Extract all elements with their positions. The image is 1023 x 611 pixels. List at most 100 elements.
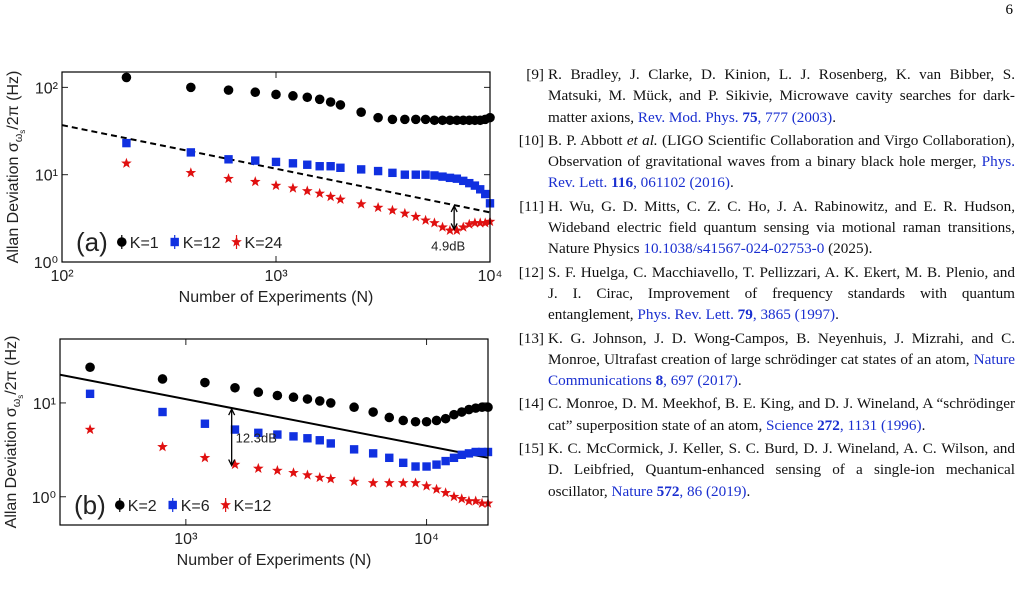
reference-link[interactable]: , 061102 (2016) [633, 174, 730, 192]
marker [437, 115, 448, 126]
reference-link[interactable]: Nature [611, 482, 657, 500]
reference: [13] K. G. Johnson, J. D. Wong-Campos, B.… [512, 328, 1015, 392]
reference-link[interactable]: Phys. Rev. Lett. [548, 153, 1015, 192]
marker [349, 402, 359, 413]
marker [335, 100, 346, 110]
marker [303, 160, 312, 169]
reference-text: (2025). [824, 240, 873, 258]
reference-link[interactable]: 8 [655, 372, 664, 390]
marker [457, 450, 466, 459]
marker [411, 170, 420, 179]
marker [399, 458, 408, 468]
x-tick-label: 10³ [264, 268, 288, 285]
marker [302, 394, 313, 404]
marker [356, 107, 366, 117]
figure: 10² 10³ 10⁴ 10⁰ 10¹ 10² Number of Experiments … [3, 71, 503, 569]
marker [288, 467, 299, 478]
reference-link[interactable]: Rev. Mod. Phys. [637, 108, 743, 126]
marker [410, 416, 421, 427]
reference-link[interactable]: 79 [737, 306, 753, 324]
marker [349, 445, 359, 454]
reference-text: B. P. Abbott [548, 131, 627, 149]
y-axis-label: Allan Deviation σωs/2π (Hz) [3, 336, 25, 529]
marker [431, 483, 442, 494]
marker [445, 173, 455, 183]
marker [474, 217, 486, 228]
marker [420, 114, 431, 125]
reference-link[interactable]: 75 [742, 108, 758, 126]
marker [385, 453, 394, 463]
reference-link[interactable]: , 777 (2003) [757, 108, 833, 126]
marker [430, 171, 439, 180]
plot-frame [61, 71, 491, 263]
marker [314, 187, 326, 198]
marker [421, 170, 430, 179]
x-tick-label: 10⁴ [478, 268, 503, 285]
arrow-head [450, 223, 458, 231]
arrow-head [228, 407, 236, 416]
marker [326, 162, 335, 171]
marker [410, 114, 421, 125]
annotation-text: 4.9dB [431, 238, 465, 253]
reference-link[interactable]: 116 [611, 174, 634, 192]
legend-label: K=1 [130, 235, 159, 252]
marker [445, 115, 455, 126]
marker [272, 465, 283, 476]
marker [422, 462, 431, 471]
marker [186, 148, 196, 157]
marker [384, 412, 395, 423]
marker [230, 425, 240, 434]
reference-text: et al. [626, 131, 658, 149]
y-axis-label: Allan Deviation σωs/2π (Hz) [5, 71, 27, 264]
marker [325, 398, 336, 408]
reference-link[interactable]: , 1131 (1996) [839, 416, 922, 434]
reference-link[interactable]: Science [766, 416, 818, 434]
marker [465, 178, 474, 188]
marker [229, 459, 241, 470]
marker [441, 456, 450, 466]
x-axis-label: Number of Experiments (N) [179, 289, 374, 306]
marker [479, 217, 491, 228]
reference-link[interactable]: , 86 (2019) [679, 482, 747, 500]
marker [288, 392, 299, 403]
marker [315, 162, 324, 171]
marker [383, 477, 395, 488]
references: [9] R. Bradley, J. Clarke, D. Kinion, L. … [512, 64, 1015, 504]
marker [223, 85, 234, 95]
marker [200, 377, 210, 388]
marker [440, 487, 451, 498]
marker [397, 477, 409, 488]
marker [271, 89, 281, 100]
marker [348, 476, 360, 487]
reference-line [62, 124, 490, 214]
reference-number: [11] [519, 197, 544, 215]
reference-link[interactable]: 10.1038/s41567-024-02753-0 [643, 240, 825, 258]
marker [373, 166, 383, 176]
marker [325, 97, 336, 107]
reference: [9] R. Bradley, J. Clarke, D. Kinion, L. … [512, 64, 1015, 128]
reference-link[interactable]: Nature Communications [548, 350, 1015, 390]
reference: [11] H. Wu, G. D. Mitts, C. Z. C. Ho, J. … [512, 196, 1015, 260]
reference-number: [10] [518, 131, 544, 149]
marker [440, 413, 451, 424]
reference-link[interactable]: 572 [656, 482, 680, 500]
y-label-sub: ω [11, 398, 23, 407]
marker [431, 415, 442, 426]
legend-label: K=6 [181, 498, 210, 515]
reference-link[interactable]: , 697 (2017) [663, 372, 738, 390]
marker [335, 193, 346, 205]
marker [444, 224, 456, 235]
marker [368, 449, 378, 458]
reference-link[interactable]: , 3865 (1997) [752, 306, 836, 324]
marker [302, 469, 313, 480]
plot-frame [59, 338, 489, 526]
marker [437, 221, 448, 232]
marker [314, 94, 325, 105]
reference-line [60, 373, 488, 459]
reference-link[interactable]: 272 [817, 416, 840, 434]
reference-link[interactable]: Phys. Rev. Lett. [637, 306, 738, 324]
marker [157, 374, 168, 384]
marker [432, 460, 441, 469]
marker [251, 156, 260, 165]
